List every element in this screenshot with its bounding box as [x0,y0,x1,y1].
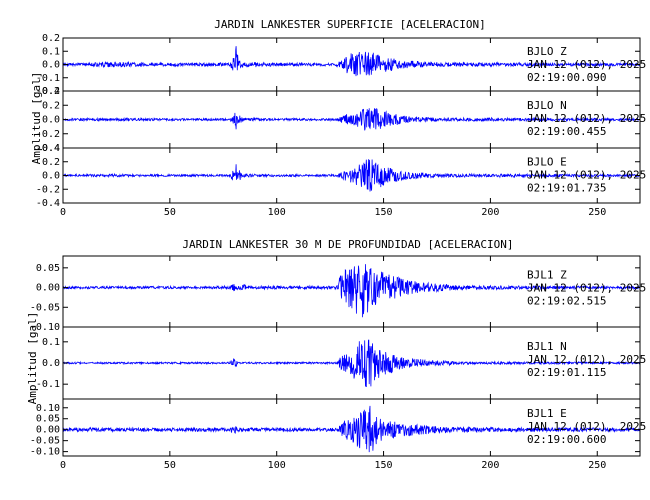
time-label: 02:19:01.735 [527,182,606,195]
y-tick-label: 0.1 [42,46,60,57]
x-tick-label: 100 [268,460,286,471]
date-label: JAN 12 (012), 2025 [527,112,646,125]
x-tick-label: 50 [164,207,176,218]
y-tick-label: -0.05 [30,302,60,313]
waveform-trace [62,264,641,318]
date-label: JAN 12 (012), 2025 [527,420,646,433]
y-tick-label: -0.05 [30,436,60,447]
y-tick-label: 0.0 [42,115,60,126]
waveform-trace [63,339,641,388]
y-tick-label: 0.4 [42,86,60,97]
panel-frame [62,398,641,457]
station-label: BJLO E [527,156,567,169]
chart-2-ylabel: Amplitud [gal] [26,312,39,405]
x-tick-label: 250 [588,460,606,471]
chart-1-title: JARDIN LANKESTER SUPERFICIE [ACELERACION… [214,18,486,31]
time-label: 02:19:01.115 [527,366,606,379]
y-tick-label: -0.2 [36,86,60,97]
y-tick-label: 0.05 [36,414,60,425]
chart-2-title: JARDIN LANKESTER 30 M DE PROFUNDIDAD [AC… [182,238,513,251]
y-tick-label: -0.10 [30,322,60,333]
y-tick-label: 0.2 [42,33,60,44]
x-tick-label: 0 [60,207,66,218]
y-tick-label: -0.1 [36,379,60,390]
x-tick-label: 200 [481,460,499,471]
time-label: 02:19:00.090 [527,71,606,84]
station-label: BJL1 N [527,340,567,353]
y-tick-label: -0.2 [36,129,60,140]
station-label: BJL1 E [527,407,567,420]
time-label: 02:19:00.600 [527,433,606,446]
y-tick-label: 0.0 [42,171,60,182]
y-tick-label: 0.00 [36,425,60,436]
y-tick-label: 0.0 [42,60,60,71]
y-tick-label: 0.2 [42,100,60,111]
x-tick-label: 150 [375,207,393,218]
y-tick-label: 0.10 [36,403,60,414]
y-tick-label: 0.05 [36,263,60,274]
date-label: JAN 12 (012), 2025 [527,353,646,366]
y-tick-label: -0.10 [30,447,60,458]
date-label: JAN 12 (012), 2025 [527,58,646,71]
y-tick-label: 0.0 [42,358,60,369]
y-tick-label: -0.1 [36,73,60,84]
date-label: JAN 12 (012), 2025 [527,282,646,295]
x-tick-label: 0 [60,460,66,471]
y-tick-label: 0.1 [42,337,60,348]
station-label: BJLO N [527,99,567,112]
x-tick-label: 50 [164,460,176,471]
x-tick-label: 250 [588,207,606,218]
x-tick-label: 100 [268,207,286,218]
y-tick-label: 0.4 [42,143,60,154]
time-label: 02:19:02.515 [527,295,606,308]
y-tick-label: -0.4 [36,143,60,154]
y-tick-label: 0.2 [42,157,60,168]
waveform-trace [62,46,641,77]
x-tick-label: 150 [375,460,393,471]
y-tick-label: -0.4 [36,198,60,209]
date-label: JAN 12 (012), 2025 [527,169,646,182]
station-label: BJLO Z [527,45,567,58]
station-label: BJL1 Z [527,269,567,282]
waveform-trace [62,159,641,192]
chart-1-ylabel: Amplitud [gal] [30,72,43,165]
y-tick-label: -0.2 [36,184,60,195]
waveform-trace [63,108,640,131]
time-label: 02:19:00.455 [527,125,606,138]
y-tick-label: 0.00 [36,283,60,294]
waveform-trace [62,405,641,453]
x-tick-label: 200 [481,207,499,218]
